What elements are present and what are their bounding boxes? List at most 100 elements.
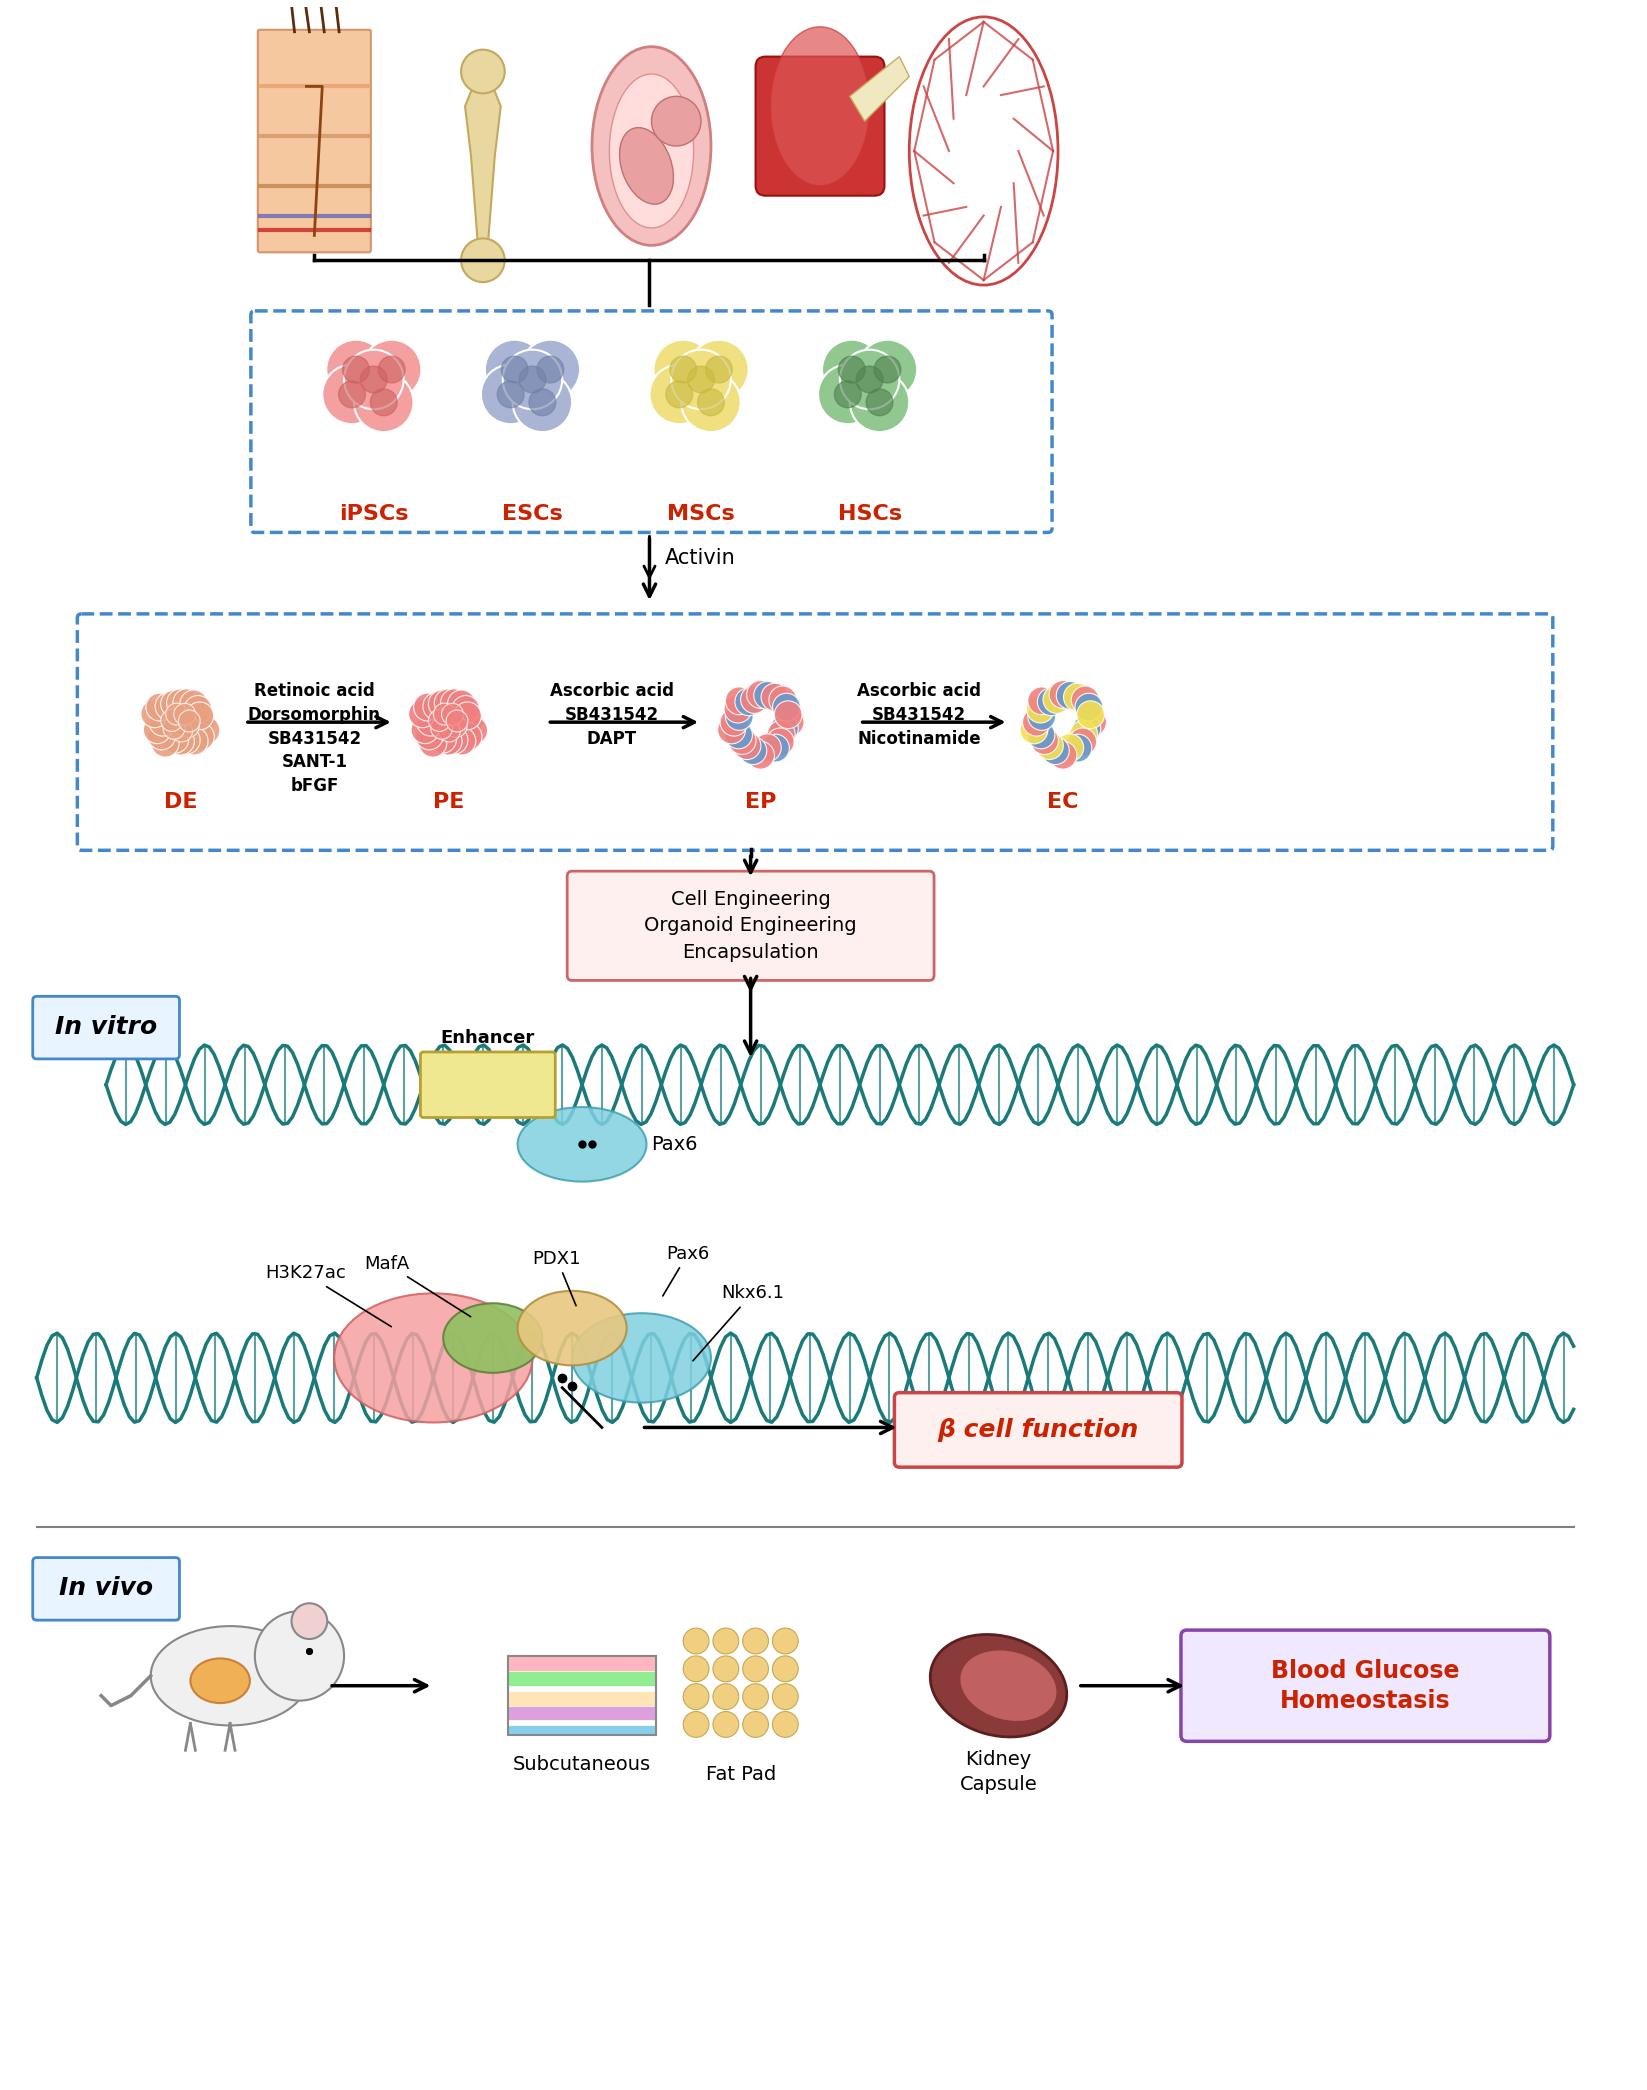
Circle shape <box>684 1628 708 1653</box>
Circle shape <box>432 717 453 740</box>
Circle shape <box>501 355 529 382</box>
Circle shape <box>670 355 697 382</box>
Ellipse shape <box>334 1294 532 1423</box>
Bar <box>507 1691 657 1710</box>
Circle shape <box>186 702 214 729</box>
Circle shape <box>323 364 382 424</box>
Circle shape <box>512 372 572 433</box>
Text: MafA: MafA <box>364 1254 471 1317</box>
Circle shape <box>1071 686 1099 715</box>
FancyBboxPatch shape <box>420 1051 555 1118</box>
Circle shape <box>451 696 479 723</box>
Ellipse shape <box>771 27 870 186</box>
Circle shape <box>408 700 436 727</box>
Circle shape <box>448 727 476 754</box>
Circle shape <box>180 727 208 754</box>
Circle shape <box>682 372 741 433</box>
Circle shape <box>772 694 800 721</box>
Bar <box>507 1705 657 1720</box>
Circle shape <box>142 700 168 727</box>
Text: iPSCs: iPSCs <box>339 504 408 525</box>
Circle shape <box>866 389 893 416</box>
Ellipse shape <box>931 1634 1067 1737</box>
Circle shape <box>1036 732 1064 759</box>
Circle shape <box>446 711 468 731</box>
Circle shape <box>1064 683 1092 711</box>
Text: Cell Engineering
Organoid Engineering
Encapsulation: Cell Engineering Organoid Engineering En… <box>644 890 856 961</box>
Circle shape <box>725 702 753 729</box>
Circle shape <box>148 709 176 736</box>
Circle shape <box>448 690 476 717</box>
Circle shape <box>1075 694 1103 721</box>
Circle shape <box>484 341 545 399</box>
FancyBboxPatch shape <box>756 56 884 196</box>
Circle shape <box>413 694 441 721</box>
Text: Fat Pad: Fat Pad <box>705 1766 776 1785</box>
Circle shape <box>1043 686 1071 713</box>
Circle shape <box>1041 738 1069 765</box>
Circle shape <box>1019 717 1047 744</box>
Circle shape <box>455 709 483 736</box>
Circle shape <box>519 366 545 393</box>
Ellipse shape <box>960 1649 1057 1722</box>
Circle shape <box>152 729 180 757</box>
Circle shape <box>173 690 201 717</box>
FancyBboxPatch shape <box>77 614 1553 851</box>
Circle shape <box>776 709 804 736</box>
Text: Subcutaneous: Subcutaneous <box>512 1756 651 1774</box>
Circle shape <box>713 1655 740 1682</box>
Text: Enhancer: Enhancer <box>441 1028 535 1047</box>
Circle shape <box>698 389 725 416</box>
Circle shape <box>774 700 802 729</box>
Circle shape <box>520 341 580 399</box>
Circle shape <box>766 727 794 757</box>
Circle shape <box>713 1628 740 1653</box>
Circle shape <box>728 727 756 754</box>
Text: Activin: Activin <box>664 548 735 568</box>
Text: HSCs: HSCs <box>838 504 901 525</box>
Circle shape <box>652 96 702 146</box>
Text: PE: PE <box>433 792 464 811</box>
Circle shape <box>754 681 782 709</box>
Circle shape <box>453 702 481 729</box>
Circle shape <box>155 692 183 721</box>
Circle shape <box>746 742 774 769</box>
Circle shape <box>1072 715 1100 742</box>
Circle shape <box>417 709 445 736</box>
Circle shape <box>858 341 917 399</box>
Circle shape <box>412 715 438 744</box>
Circle shape <box>418 729 446 757</box>
Circle shape <box>771 715 799 742</box>
Circle shape <box>1023 709 1051 736</box>
Ellipse shape <box>152 1626 310 1726</box>
Circle shape <box>379 355 405 382</box>
Circle shape <box>743 1628 769 1653</box>
Text: Blood Glucose
Homeostasis: Blood Glucose Homeostasis <box>1271 1659 1459 1712</box>
Circle shape <box>1028 702 1056 729</box>
Circle shape <box>163 717 184 740</box>
Circle shape <box>761 734 789 763</box>
Polygon shape <box>464 86 501 245</box>
Ellipse shape <box>191 1657 250 1703</box>
Circle shape <box>688 341 749 399</box>
Ellipse shape <box>443 1304 542 1373</box>
Circle shape <box>772 1628 799 1653</box>
Circle shape <box>428 690 456 717</box>
Circle shape <box>753 734 781 761</box>
FancyBboxPatch shape <box>33 1557 180 1620</box>
Ellipse shape <box>619 127 674 205</box>
FancyBboxPatch shape <box>259 29 371 253</box>
Circle shape <box>502 349 562 410</box>
Circle shape <box>461 238 504 282</box>
Ellipse shape <box>591 46 712 245</box>
Circle shape <box>343 355 369 382</box>
Text: H3K27ac: H3K27ac <box>265 1264 392 1327</box>
Circle shape <box>188 709 216 736</box>
Ellipse shape <box>517 1108 647 1181</box>
Circle shape <box>654 341 713 399</box>
Circle shape <box>161 711 183 731</box>
Circle shape <box>713 1685 740 1710</box>
Circle shape <box>166 727 194 754</box>
Circle shape <box>292 1603 328 1639</box>
Circle shape <box>173 725 201 754</box>
